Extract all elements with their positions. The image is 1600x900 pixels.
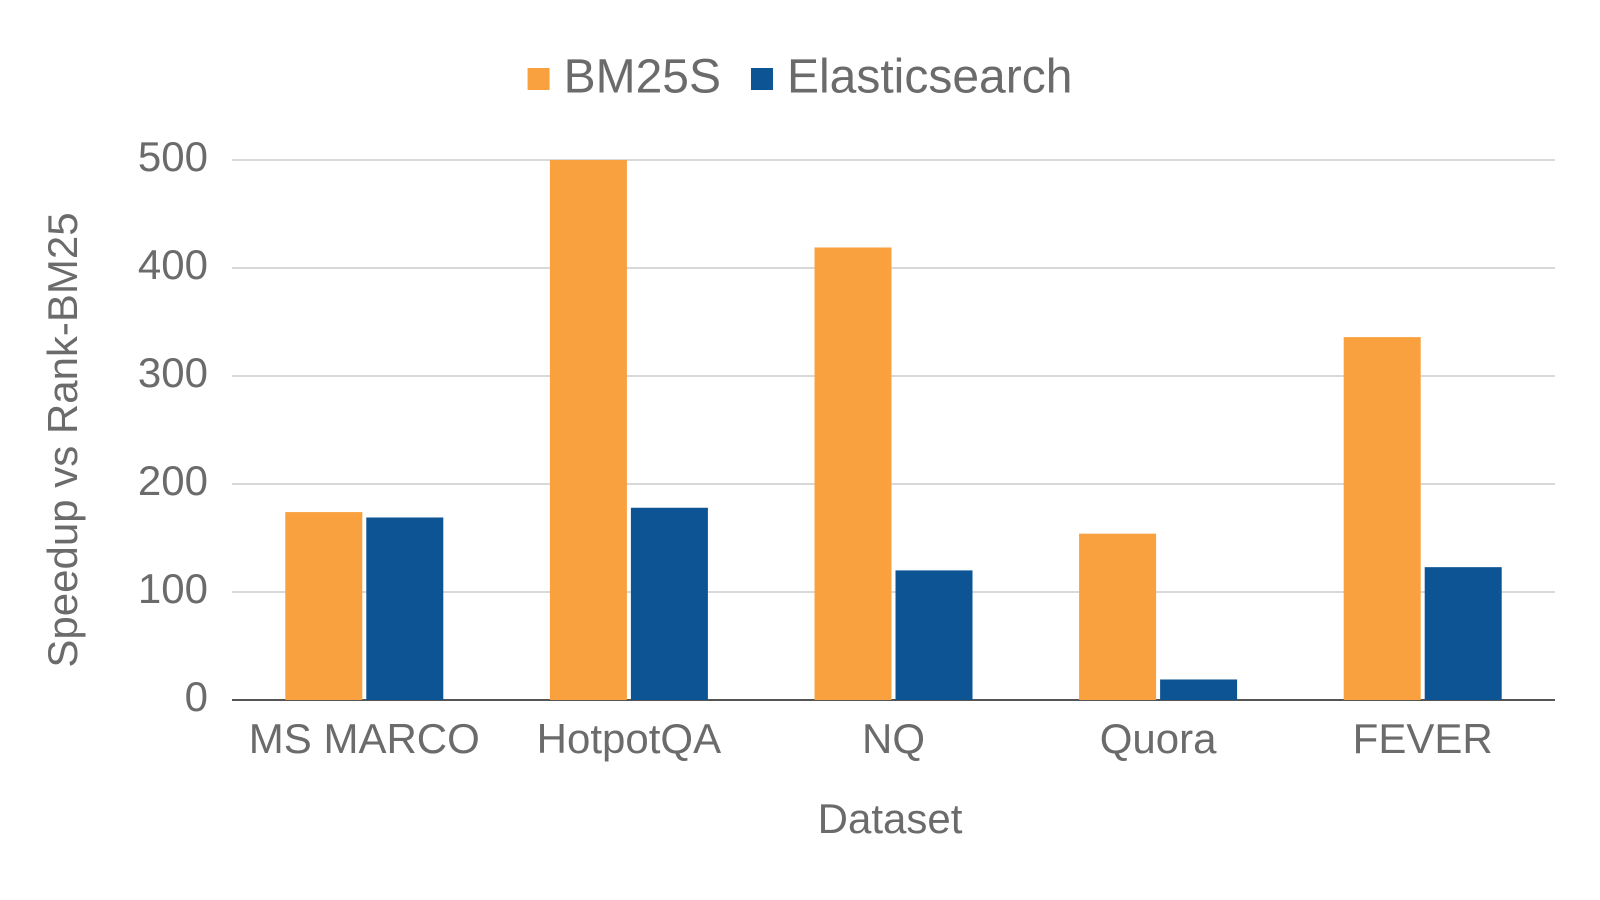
y-tick-label: 500 xyxy=(138,133,208,180)
bar xyxy=(814,247,892,701)
bar xyxy=(285,512,363,700)
bar xyxy=(1424,567,1502,700)
bar xyxy=(630,507,708,700)
y-axis-title: Speedup vs Rank-BM25 xyxy=(39,212,86,667)
bar xyxy=(1079,533,1157,700)
x-axis-title: Dataset xyxy=(818,795,963,842)
x-tick-label: HotpotQA xyxy=(537,715,721,762)
legend-label: Elasticsearch xyxy=(787,51,1072,104)
bar xyxy=(895,570,973,700)
bar xyxy=(1343,337,1421,700)
x-tick-label: NQ xyxy=(862,715,925,762)
y-tick-label: 400 xyxy=(138,241,208,288)
x-tick-label: MS MARCO xyxy=(249,715,480,762)
y-tick-label: 0 xyxy=(185,673,208,720)
x-tick-label: FEVER xyxy=(1353,715,1493,762)
x-tick-label: Quora xyxy=(1100,715,1217,762)
y-tick-label: 300 xyxy=(138,349,208,396)
y-tick-label: 100 xyxy=(138,565,208,612)
y-tick-label: 200 xyxy=(138,457,208,504)
bar xyxy=(1160,679,1238,700)
legend-swatch xyxy=(750,68,773,90)
bar xyxy=(366,517,444,700)
legend-label: BM25S xyxy=(564,51,721,104)
bar xyxy=(549,160,627,700)
legend-swatch xyxy=(527,68,550,90)
